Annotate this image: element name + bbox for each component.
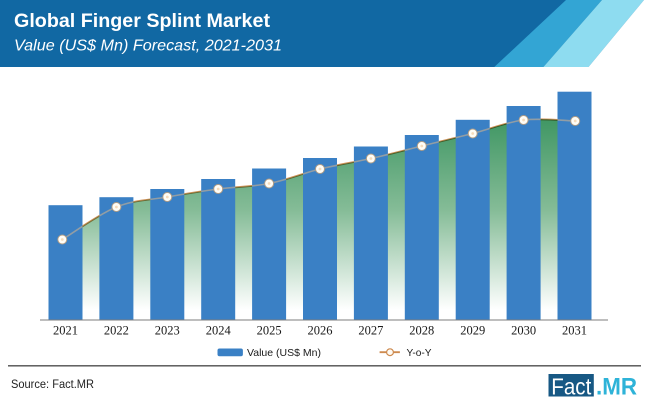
svg-text:Global Finger Splint Market: Global Finger Splint Market	[14, 11, 271, 32]
svg-text:2023: 2023	[155, 324, 180, 338]
svg-text:.MR: .MR	[596, 374, 637, 401]
svg-text:Value (US$ Mn) Forecast, 2021-: Value (US$ Mn) Forecast, 2021-2031	[14, 37, 282, 54]
svg-text:Fact: Fact	[551, 374, 592, 400]
svg-text:2027: 2027	[358, 324, 383, 338]
svg-text:2026: 2026	[308, 324, 333, 338]
svg-text:2028: 2028	[409, 324, 434, 338]
svg-text:2031: 2031	[562, 324, 587, 338]
svg-text:2029: 2029	[460, 324, 485, 338]
svg-text:Y-o-Y: Y-o-Y	[407, 347, 432, 359]
svg-text:2025: 2025	[257, 324, 282, 338]
svg-text:Source: Fact.MR: Source: Fact.MR	[11, 377, 94, 391]
svg-text:2030: 2030	[511, 324, 536, 338]
svg-text:2022: 2022	[104, 324, 129, 338]
svg-text:2021: 2021	[53, 324, 78, 338]
svg-text:Value (US$ Mn): Value (US$ Mn)	[247, 347, 321, 359]
svg-text:2024: 2024	[206, 324, 232, 338]
